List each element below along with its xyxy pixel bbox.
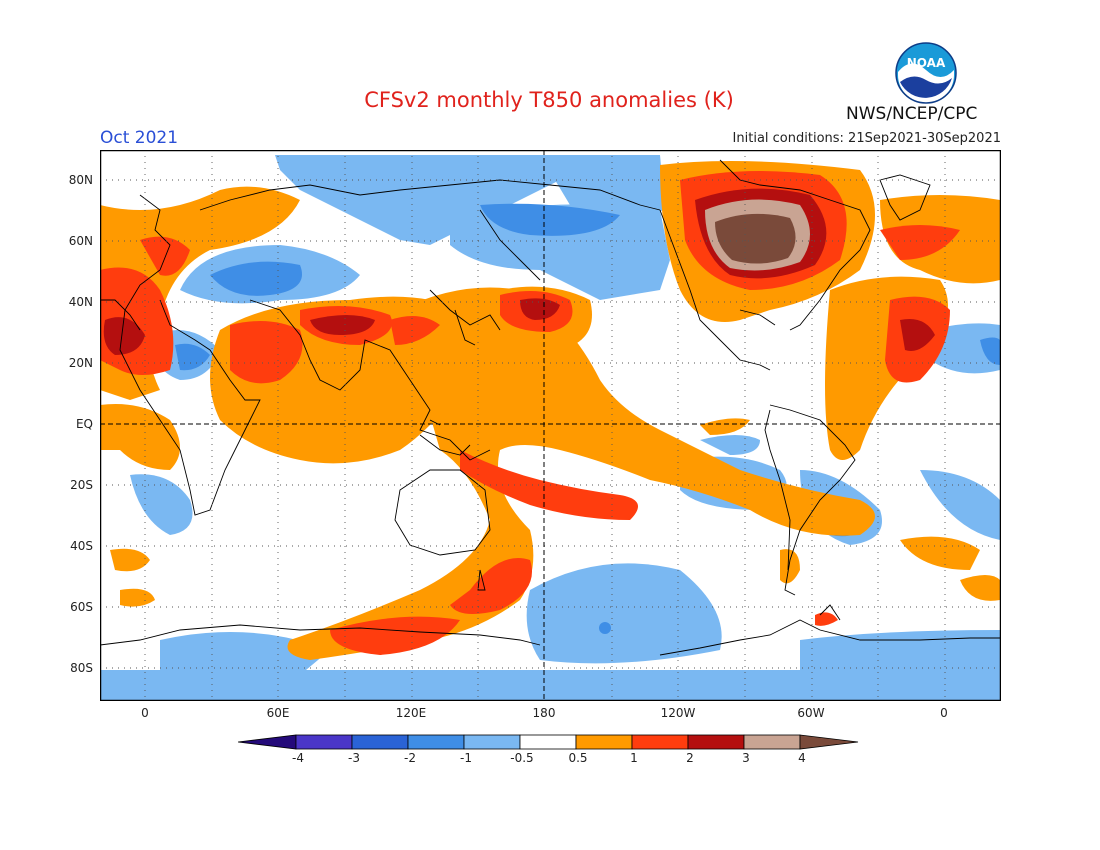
lat-label: 20N — [68, 356, 93, 370]
logo-text: NOAA — [907, 56, 946, 70]
colorbar-label: 2 — [686, 751, 694, 765]
colorbar-low-arrow — [238, 734, 297, 750]
colorbar-bin — [351, 734, 409, 750]
lat-label: 40N — [68, 295, 93, 309]
colorbar-label: 1 — [630, 751, 638, 765]
colorbar-bin — [295, 734, 353, 750]
lat-label: 80S — [70, 661, 93, 675]
lon-label: 120W — [660, 706, 696, 720]
colorbar-bin — [575, 734, 633, 750]
lon-label: 0 — [141, 706, 149, 720]
colorbar-label: 4 — [798, 751, 806, 765]
extreme-positive-anomaly-brown — [715, 213, 796, 264]
lat-label: EQ — [75, 417, 93, 431]
colorbar-high-arrow — [799, 734, 859, 750]
colorbar-label: -1 — [460, 751, 472, 765]
lat-label: 60N — [68, 234, 93, 248]
lat-label: 20S — [70, 478, 93, 492]
map-title: CFSv2 monthly T850 anomalies (K) — [364, 88, 734, 112]
colorbar-bin — [743, 734, 801, 750]
coastlines — [100, 159, 1000, 656]
map-gridlines — [100, 150, 1000, 700]
lon-label: 60W — [797, 706, 825, 720]
colorbar-bin — [407, 734, 465, 750]
valid-month-label: Oct 2021 — [100, 128, 179, 148]
lon-label: 0 — [940, 706, 948, 720]
colorbar-bin — [463, 734, 521, 750]
colorbar-label: -0.5 — [510, 751, 534, 765]
lat-label: 60S — [70, 600, 93, 614]
colorbar-label: 3 — [742, 751, 750, 765]
colorbar-bin — [519, 734, 577, 750]
colorbar-label: -2 — [404, 751, 416, 765]
colorbar — [238, 734, 859, 750]
colorbar-label: 0.5 — [568, 751, 588, 765]
agency-label: NWS/NCEP/CPC — [846, 104, 978, 124]
lat-label: 80N — [68, 173, 93, 187]
anomaly-map — [100, 150, 1001, 701]
map-frame — [100, 150, 1001, 701]
lon-label: 180 — [532, 706, 556, 720]
colorbar-bin — [687, 734, 745, 750]
colorbar-bin — [631, 734, 689, 750]
reference-lines — [100, 150, 1000, 700]
lon-label: 120E — [395, 706, 427, 720]
initial-conditions-label: Initial conditions: 21Sep2021-30Sep2021 — [732, 131, 1001, 146]
colorbar-label: -3 — [348, 751, 360, 765]
noaa-logo-icon: NOAA — [895, 42, 957, 104]
colorbar-label: -4 — [292, 751, 304, 765]
lat-label: 40S — [70, 539, 93, 553]
lon-label: 60E — [266, 706, 290, 720]
